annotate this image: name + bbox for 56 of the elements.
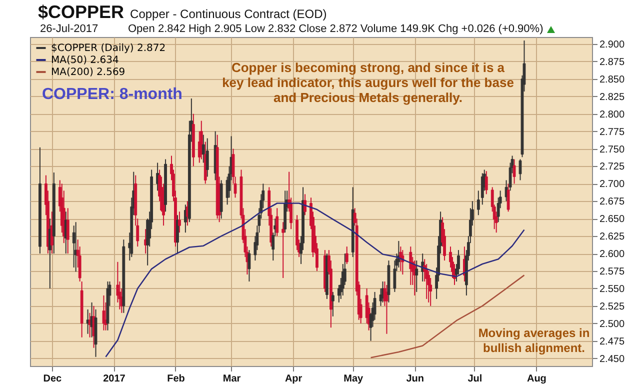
y-tick-label: 2.875 [600, 56, 625, 68]
y-tick-label: 2.600 [600, 249, 625, 260]
y-tick-label: 2.675 [600, 196, 625, 208]
x-tick-label: Apr [284, 374, 302, 384]
candlestick [72, 225, 76, 268]
candlestick [345, 246, 348, 265]
candlestick [304, 194, 306, 216]
y-tick-label: 2.475 [600, 336, 625, 348]
x-tick-label: 2017 [103, 374, 126, 384]
annotation: COPPER: 8-month [42, 86, 182, 104]
y-tick-label: 2.625 [600, 232, 625, 243]
chart-subtitle: Copper - Continuous Contract (EOD) [130, 7, 327, 21]
candlestick [331, 291, 334, 317]
candlestick [518, 158, 522, 181]
y-tick-label: 2.450 [600, 354, 625, 365]
x-tick-label: Dec [43, 374, 62, 384]
x-tick-label: Feb [167, 374, 185, 384]
annotation: Moving averages in bullish alignment. [477, 326, 591, 356]
candlestick [178, 211, 181, 234]
candlestick [206, 138, 209, 178]
y-tick-label: 2.700 [600, 179, 625, 190]
y-tick-label: 2.850 [600, 74, 625, 86]
legend-label: MA(50) 2.634 [51, 55, 119, 66]
text: Open 2.842 High 2.905 Low 2.832 Close 2.872 Volume 149.9K Chg +0.026 (+0.90%) [128, 23, 544, 35]
x-tick-label: Jun [406, 374, 424, 384]
y-tick-label: 2.750 [600, 144, 625, 156]
candlestick [248, 250, 251, 282]
y-tick-label: 2.825 [600, 92, 625, 103]
candlestick [512, 158, 516, 184]
candlestick [282, 222, 285, 278]
legend-label: $COPPER (Daily) 2.872 [51, 43, 166, 54]
y-tick-label: 2.650 [600, 214, 625, 226]
y-tick-label: 2.775 [600, 126, 625, 138]
y-tick-label: 2.500 [600, 318, 625, 330]
y-tick-label: 2.575 [600, 266, 625, 278]
y-tick-label: 2.525 [600, 301, 625, 312]
x-tick-label: Aug [526, 374, 546, 384]
candlestick [415, 260, 418, 292]
chart-title: $COPPER [38, 2, 124, 22]
x-tick-label: Mar [222, 374, 241, 384]
legend-label: MA(200) 2.569 [51, 67, 126, 78]
candlestick [506, 183, 510, 212]
candlestick [385, 284, 388, 334]
candlestick [102, 294, 106, 331]
annotation: Copper is becoming strong, and since it is a key lead indicator, this augurs well for the base and Precious Metals generally. [222, 60, 514, 105]
candlestick [176, 214, 179, 254]
y-tick-label: 2.550 [600, 284, 625, 295]
line-series [370, 274, 525, 358]
candlestick [476, 190, 480, 216]
y-tick-label: 2.725 [600, 162, 625, 173]
candlestick [484, 170, 488, 195]
y-tick-label: 2.900 [600, 39, 625, 50]
text: 26-Jul-2017 [40, 23, 98, 35]
x-tick-label: May [344, 374, 364, 384]
y-tick-label: 2.800 [600, 109, 625, 120]
x-tick-label: Jul [468, 374, 482, 384]
